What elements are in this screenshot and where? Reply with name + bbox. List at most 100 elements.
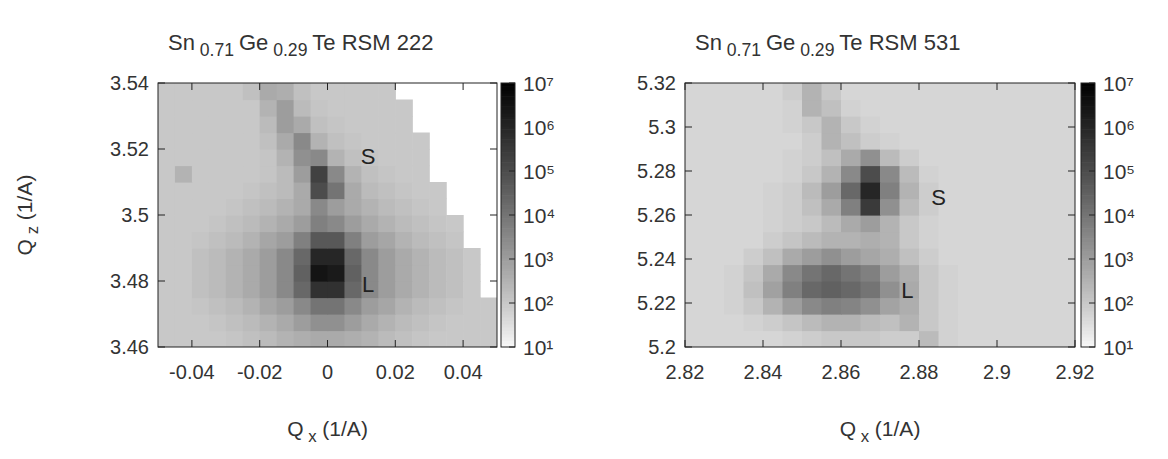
heatmap-cell [861, 232, 881, 249]
colorbar-tick [509, 259, 515, 260]
y-tick-label: 5.26 [637, 204, 676, 226]
heatmap-cell [841, 232, 861, 249]
panel: 2.822.842.862.882.92.925.25.225.245.265.… [637, 30, 1135, 446]
heatmap-cell [446, 314, 464, 331]
chart-title: Sn 0.71 Ge 0.29 Te RSM 531 [695, 30, 960, 60]
heatmap-cell [939, 331, 959, 348]
heatmap-cell [822, 166, 842, 183]
heatmap-cell [378, 331, 396, 348]
x-tick-label: 2.84 [744, 361, 783, 383]
plot-frame [685, 83, 1075, 347]
heatmap-cell [900, 116, 920, 133]
heatmap-cell [783, 83, 803, 100]
heatmap-cell [958, 314, 978, 331]
heatmap-cell [192, 281, 210, 298]
heatmap-cell [175, 182, 193, 199]
heatmap-cell [378, 232, 396, 249]
heatmap-cell [378, 116, 396, 133]
heatmap-cell [209, 248, 227, 265]
heatmap-cell [446, 331, 464, 348]
heatmap-cell [958, 116, 978, 133]
heatmap-cell [446, 232, 464, 249]
heatmap-cell [724, 215, 744, 232]
heatmap-cell [344, 232, 362, 249]
heatmap-cell [209, 116, 227, 133]
heatmap-cell [158, 166, 176, 183]
heatmap-cell [997, 83, 1017, 100]
heatmap-cell [958, 281, 978, 298]
heatmap-cell [260, 166, 278, 183]
heatmap-cell [978, 281, 998, 298]
heatmap-cell [311, 281, 329, 298]
heatmap-cell [783, 281, 803, 298]
heatmap-cell [822, 314, 842, 331]
heatmap-cell [1056, 149, 1076, 166]
heatmap-cell [277, 199, 295, 216]
heatmap-cell [344, 265, 362, 282]
heatmap-cell [1017, 116, 1037, 133]
heatmap-cell [328, 182, 346, 199]
heatmap-cell [209, 215, 227, 232]
heatmap-cell [744, 149, 764, 166]
heatmap-cell [880, 298, 900, 315]
heatmap-cell [763, 83, 783, 100]
colorbar-tick-label: 10⁵ [1103, 160, 1135, 183]
heatmap-cell [744, 314, 764, 331]
heatmap-cell [861, 314, 881, 331]
heatmap-cell [395, 248, 413, 265]
heatmap-cell [192, 149, 210, 166]
heatmap-cell [175, 83, 193, 100]
x-tick [763, 83, 764, 90]
heatmap-cell [463, 265, 481, 282]
heatmap-cell [158, 133, 176, 150]
heatmap-cell [802, 265, 822, 282]
heatmap-cell [344, 331, 362, 348]
heatmap-cell [919, 83, 939, 100]
heatmap-cell [175, 331, 193, 348]
y-tick [685, 347, 692, 348]
heatmap-cell [958, 100, 978, 117]
heatmap-cell [277, 314, 295, 331]
heatmap-cell [243, 166, 261, 183]
heatmap-cell [958, 331, 978, 348]
colorbar-tick [509, 171, 515, 172]
heatmap-cell [243, 182, 261, 199]
x-tick [685, 83, 686, 90]
heatmap-cell [997, 314, 1017, 331]
heatmap-cell [900, 100, 920, 117]
heatmap-cell [361, 199, 379, 216]
heatmap-cell [880, 133, 900, 150]
heatmap-cell [260, 314, 278, 331]
heatmap-cell [802, 281, 822, 298]
heatmap-cell [997, 331, 1017, 348]
heatmap-cell [724, 149, 744, 166]
colorbar-tick-label: 10⁷ [523, 72, 554, 95]
heatmap-cell [822, 248, 842, 265]
heatmap-cell [705, 199, 725, 216]
heatmap-cell [395, 314, 413, 331]
heatmap-cell [744, 100, 764, 117]
colorbar-tick-label: 10⁴ [1103, 204, 1135, 227]
colorbar-tick-label: 10⁶ [1103, 116, 1135, 139]
heatmap-cell [705, 182, 725, 199]
heatmap-cell [744, 265, 764, 282]
heatmap-cell [328, 149, 346, 166]
heatmap-cell [685, 133, 705, 150]
y-tick [685, 83, 692, 84]
heatmap-cell [192, 116, 210, 133]
heatmap-cell [209, 232, 227, 249]
heatmap-cell [997, 281, 1017, 298]
heatmap-cell [1017, 331, 1037, 348]
heatmap-cell [294, 149, 312, 166]
heatmap-cell [209, 166, 227, 183]
x-tick-label: -0.02 [237, 361, 283, 383]
heatmap-cell [175, 166, 193, 183]
heatmap-cell [919, 281, 939, 298]
heatmap-cell [1036, 215, 1056, 232]
heatmap-cell [344, 149, 362, 166]
heatmap-cell [311, 331, 329, 348]
heatmap-cell [763, 265, 783, 282]
y-tick-label: 5.2 [648, 336, 676, 358]
heatmap-cell [1017, 182, 1037, 199]
heatmap-cell [880, 166, 900, 183]
